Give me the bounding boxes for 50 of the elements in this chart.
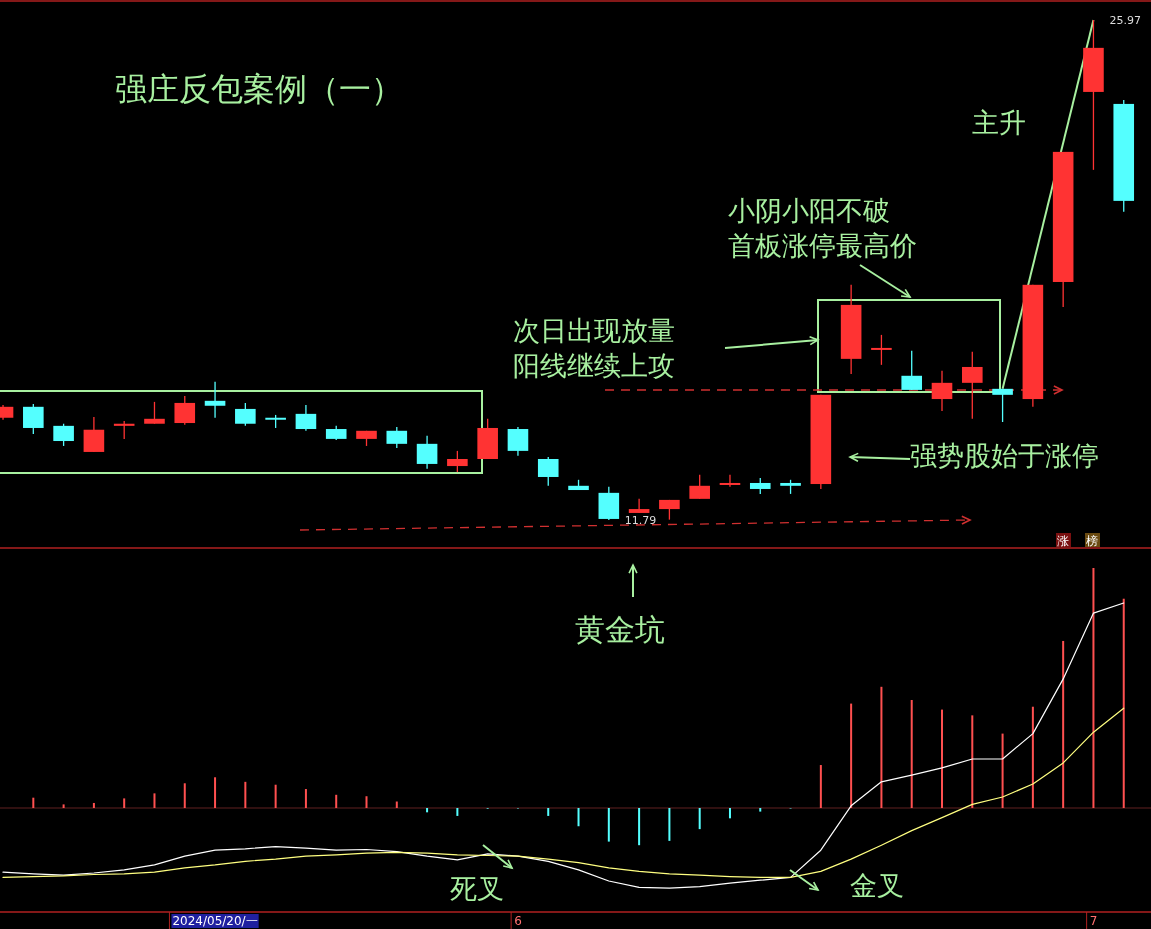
bar bbox=[577, 808, 580, 827]
bar bbox=[971, 715, 974, 808]
bar bbox=[123, 798, 126, 808]
bar bbox=[62, 804, 65, 808]
bar bbox=[32, 797, 35, 808]
x-tick-label: 6 bbox=[514, 914, 522, 928]
bar bbox=[183, 783, 186, 808]
bar bbox=[1062, 640, 1065, 808]
annotation: 强势股始于涨停 bbox=[910, 440, 1099, 471]
bar bbox=[759, 808, 762, 812]
bar bbox=[365, 796, 368, 808]
bar bbox=[607, 808, 610, 842]
text: 涨 bbox=[1057, 534, 1069, 548]
bar bbox=[638, 808, 641, 846]
bar bbox=[668, 808, 671, 841]
bar bbox=[1092, 568, 1095, 808]
bar bbox=[395, 801, 398, 808]
bar bbox=[698, 808, 701, 830]
bar bbox=[214, 777, 217, 808]
bar bbox=[1122, 598, 1125, 808]
annotation: 次日出现放量 bbox=[513, 315, 675, 346]
annotation: 首板涨停最高价 bbox=[728, 230, 917, 261]
bar bbox=[547, 808, 550, 816]
annotation: 主升 bbox=[972, 107, 1026, 138]
annotation: 黄金坑 bbox=[575, 612, 665, 647]
annotation: 死叉 bbox=[450, 873, 504, 904]
annotation: 11.79 bbox=[624, 513, 657, 527]
bar bbox=[819, 765, 822, 808]
bar bbox=[850, 703, 853, 808]
bar bbox=[1001, 733, 1004, 808]
annotation: 25.97 bbox=[1109, 13, 1141, 27]
bar bbox=[304, 789, 307, 808]
bar bbox=[880, 686, 883, 808]
bar bbox=[335, 794, 338, 808]
x-tick-label: 7 bbox=[1089, 914, 1098, 928]
bar bbox=[153, 793, 156, 808]
bar bbox=[456, 808, 459, 816]
text: 榜 bbox=[1086, 534, 1098, 548]
bar bbox=[274, 784, 277, 808]
bar bbox=[910, 700, 913, 808]
annotation: 小阴小阳不破 bbox=[728, 195, 890, 226]
bar bbox=[1031, 706, 1034, 808]
annotation: 阳线继续上攻 bbox=[513, 350, 675, 381]
text: 强庄反包案例（一） bbox=[115, 70, 403, 108]
bar bbox=[728, 808, 731, 819]
bar bbox=[244, 781, 247, 808]
annotation: 金叉 bbox=[850, 870, 904, 901]
bar bbox=[92, 802, 95, 808]
x-tick-label: 2024/05/20/一 bbox=[172, 914, 258, 928]
bar bbox=[941, 709, 943, 808]
